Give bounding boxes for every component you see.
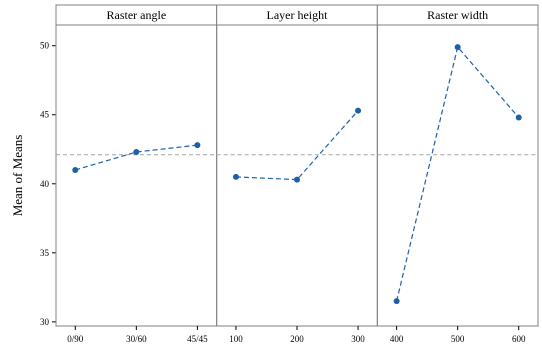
data-point (194, 142, 201, 149)
panel-frame (55, 24, 218, 327)
x-tick-label: 0/90 (67, 334, 84, 344)
data-point (515, 114, 522, 121)
plot-area: 30 35 40 45 50 Raster angle 0/90 30/60 45/45 Laye… (40, 4, 539, 344)
panel-header-label: Raster width (427, 8, 488, 22)
panel-frame (216, 24, 378, 327)
x-tick-label: 600 (512, 334, 526, 344)
x-tick-label: 100 (229, 334, 243, 344)
x-tick-label: 300 (351, 334, 365, 344)
y-tick-label: 35 (40, 248, 50, 258)
y-tick-label: 45 (40, 110, 50, 120)
panel-header-label: Raster angle (107, 8, 167, 22)
data-point (454, 44, 461, 51)
x-tick-label: 500 (451, 334, 465, 344)
x-tick-label: 30/60 (126, 334, 147, 344)
y-tick-label: 40 (40, 179, 50, 189)
y-tick-label: 30 (40, 317, 50, 327)
data-point (294, 176, 300, 183)
x-tick-label: 400 (390, 334, 404, 344)
y-tick-label: 50 (40, 41, 50, 51)
data-point (393, 298, 400, 305)
data-point (355, 107, 362, 114)
series-line (396, 45, 520, 302)
y-axis-label: Mean of Means (10, 135, 25, 217)
series-line (75, 144, 198, 171)
panel-header-label: Layer height (267, 8, 329, 22)
x-tick-label: 200 (290, 334, 304, 344)
series-line (235, 110, 359, 181)
data-point (72, 166, 79, 173)
data-point (133, 149, 140, 156)
x-tick-label: 45/45 (187, 334, 208, 344)
data-point (232, 173, 239, 180)
